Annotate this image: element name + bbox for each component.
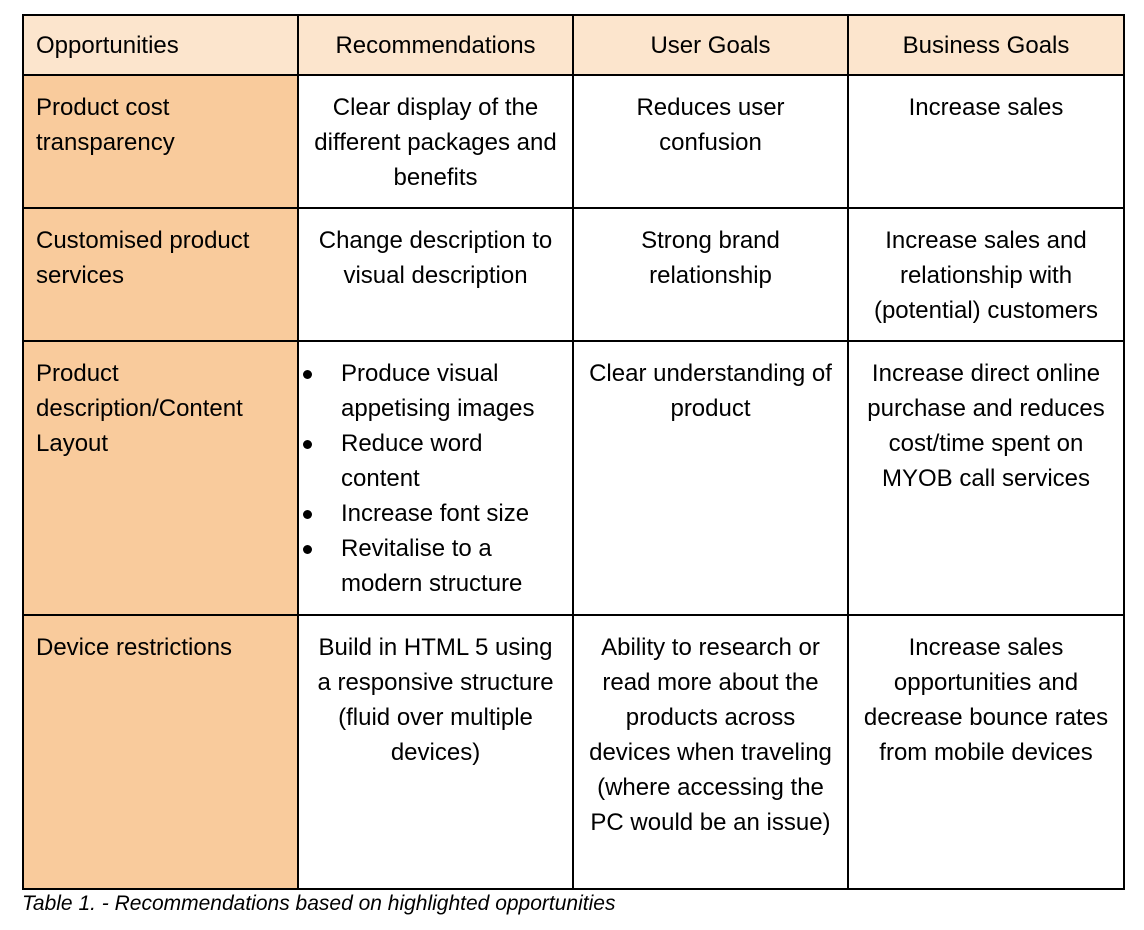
user-goal-cell: Strong brand relationship (572, 207, 849, 342)
opportunity-cell: Device restrictions (22, 614, 299, 890)
bullet-icon (303, 545, 312, 554)
opportunity-cell: Product description/Content Layout (22, 340, 299, 616)
list-item-text: Produce visual appetising images (341, 360, 535, 422)
opportunity-cell: Product cost transparency (22, 74, 299, 209)
bullet-icon (303, 370, 312, 379)
business-goal-cell: Increase direct online purchase and redu… (847, 340, 1125, 616)
header-business-goals: Business Goals (847, 14, 1125, 76)
recommendation-cell: Produce visual appetising images Reduce … (297, 340, 574, 616)
list-item: Produce visual appetising images (299, 356, 564, 426)
recommendation-bullet-list: Produce visual appetising images Reduce … (299, 356, 564, 601)
list-item-text: Reduce word content (341, 430, 483, 492)
recommendations-table: Opportunities Recommendations User Goals… (22, 14, 1125, 890)
bullet-icon (303, 510, 312, 519)
list-item-text: Revitalise to a modern structure (341, 535, 523, 597)
user-goal-cell: Ability to research or read more about t… (572, 614, 849, 890)
bullet-icon (303, 440, 312, 449)
header-opportunities: Opportunities (22, 14, 299, 76)
recommendation-cell: Build in HTML 5 using a responsive struc… (297, 614, 574, 890)
user-goal-cell: Clear understanding of product (572, 340, 849, 616)
business-goal-cell: Increase sales opportunities and decreas… (847, 614, 1125, 890)
opportunity-cell: Customised product services (22, 207, 299, 342)
header-user-goals: User Goals (572, 14, 849, 76)
recommendation-cell: Clear display of the different packages … (297, 74, 574, 209)
header-recommendations: Recommendations (297, 14, 574, 76)
list-item: Reduce word content (299, 426, 564, 496)
list-item-text: Increase font size (341, 500, 530, 527)
table-row: Product description/Content Layout Produ… (22, 340, 1125, 616)
table-row: Device restrictions Build in HTML 5 usin… (22, 614, 1125, 890)
table-header-row: Opportunities Recommendations User Goals… (22, 14, 1125, 76)
list-item: Revitalise to a modern structure (299, 531, 564, 601)
recommendation-cell: Change description to visual description (297, 207, 574, 342)
user-goal-cell: Reduces user confusion (572, 74, 849, 209)
list-item: Increase font size (299, 496, 564, 531)
business-goal-cell: Increase sales and relationship with (po… (847, 207, 1125, 342)
table-caption: Table 1. - Recommendations based on high… (22, 892, 616, 915)
table-row: Customised product services Change descr… (22, 207, 1125, 342)
table-row: Product cost transparency Clear display … (22, 74, 1125, 209)
business-goal-cell: Increase sales (847, 74, 1125, 209)
